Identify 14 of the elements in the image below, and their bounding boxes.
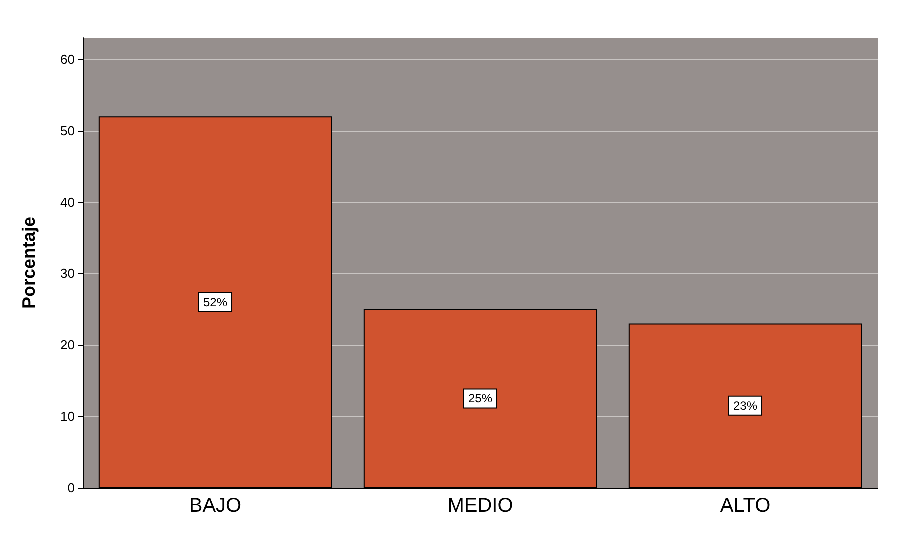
y-axis-title: Porcentaje [19, 216, 39, 310]
data-label: 23% [733, 398, 758, 413]
y-tick-label: 20 [60, 338, 75, 353]
y-tick-label: 40 [60, 194, 75, 210]
x-tick-label: ALTO [720, 495, 771, 517]
data-label: 25% [468, 392, 493, 406]
x-tick-label: MEDIO [448, 495, 514, 517]
data-label: 52% [203, 295, 228, 310]
y-tick-label: 50 [60, 123, 75, 138]
y-tick-label: 60 [60, 52, 75, 67]
x-tick-label: BAJO [189, 495, 242, 517]
y-tick-label: 10 [60, 409, 75, 424]
y-tick-label: 0 [68, 480, 75, 496]
y-tick-label: 30 [60, 266, 75, 282]
